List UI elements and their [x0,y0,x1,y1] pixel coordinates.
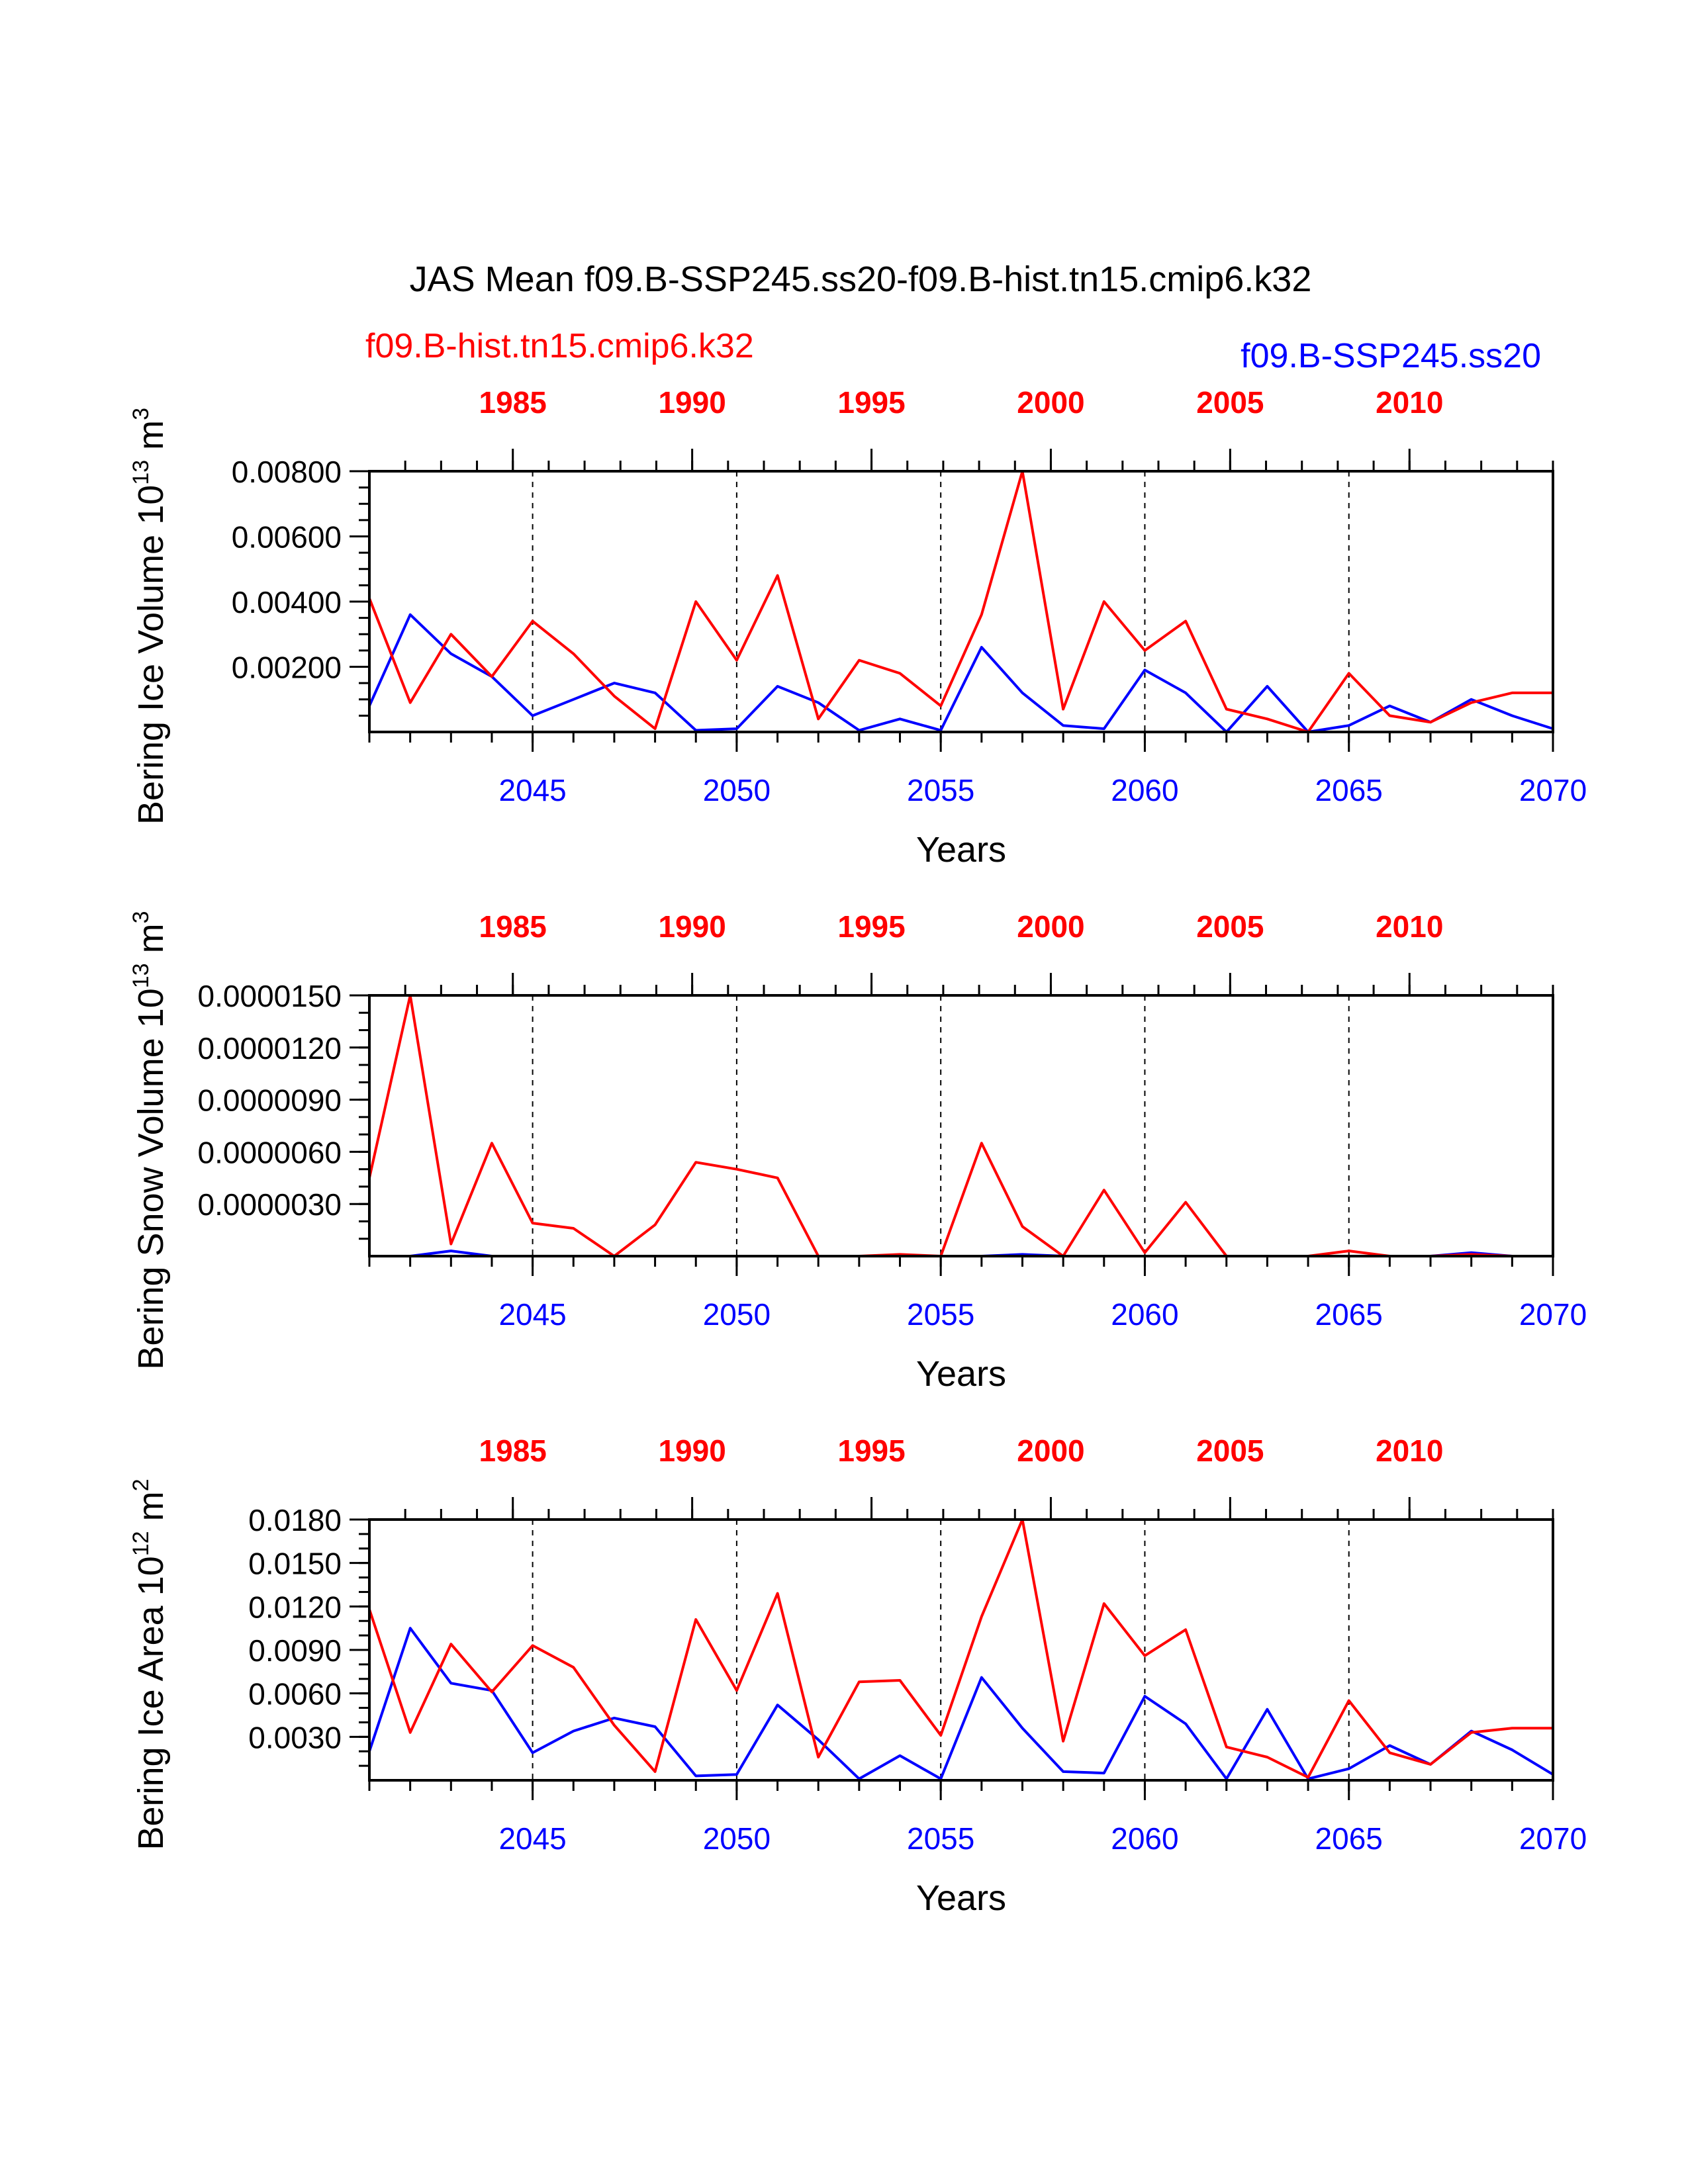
y-tick-label: 0.0150 [248,1547,342,1581]
y-label-exponent: 13 [128,963,154,988]
x-axis-label: Years [916,1878,1006,1918]
y-label-exponent: 13 [128,460,154,485]
y-tick-label: 0.0120 [248,1590,342,1624]
x-tick-label: 2070 [1519,1821,1587,1856]
y-tick-label: 0.0060 [248,1677,342,1711]
top-tick-label: 2000 [1017,1433,1084,1468]
panels: 0.00200 0.00400 0.00600 0.00800 2045 2050 2055… [128,385,1587,1918]
y-axis-label: Bering Ice Area 1012 m2 [128,1479,171,1850]
top-tick-label: 2010 [1376,909,1443,944]
panel-1: 0.00200 0.00400 0.00600 0.00800 2045 2050 2055… [128,385,1587,870]
top-tick-label: 1985 [479,1433,547,1468]
x-tick-label: 2060 [1111,773,1178,807]
legend-ssp245: f09.B-SSP245.ss20 [1241,337,1541,375]
y-label-exponent: 12 [128,1531,154,1556]
y-tick-label: 0.0000090 [198,1083,342,1118]
top-tick-label: 2005 [1196,1433,1264,1468]
top-tick-label: 1990 [658,909,726,944]
top-tick-label: 1995 [837,1433,905,1468]
x-axis-label: Years [916,830,1006,870]
y-tick-label: 0.0000060 [198,1135,342,1169]
top-tick-label: 1990 [658,1433,726,1468]
top-tick-label: 2010 [1376,385,1443,420]
y-label-unit-exponent: 3 [128,911,154,923]
x-tick-label: 2060 [1111,1297,1178,1332]
y-tick-label: 0.00200 [232,651,342,685]
series-line [368,1627,1554,1780]
top-tick-label: 1995 [837,385,905,420]
x-tick-label: 2050 [703,773,771,807]
y-tick-label: 0.0000120 [198,1031,342,1066]
y-label-text: Bering Ice Volume 10 [131,485,171,825]
x-tick-label: 2045 [498,1297,566,1332]
x-tick-label: 2070 [1519,773,1587,807]
top-tick-label: 2000 [1017,909,1084,944]
y-label-text: Bering Snow Volume 10 [131,988,171,1369]
top-tick-label: 2010 [1376,1433,1443,1468]
plot-frame [368,470,1554,733]
x-tick-label: 2060 [1111,1821,1178,1856]
chart-title: JAS Mean f09.B-SSP245.ss20-f09.B-hist.tn… [410,259,1312,299]
y-label-unit: m [131,420,171,460]
plot-frame [368,994,1554,1257]
y-tick-label: 0.0090 [248,1633,342,1668]
top-tick-label: 2005 [1196,385,1264,420]
x-tick-label: 2045 [498,773,566,807]
y-label-unit: m [131,1491,171,1531]
x-tick-label: 2055 [907,773,974,807]
series-line [368,613,1554,733]
top-tick-label: 2005 [1196,909,1264,944]
y-tick-label: 0.0000150 [198,979,342,1013]
series-line [368,1518,1553,1779]
y-tick-label: 0.0180 [248,1503,342,1537]
y-tick-label: 0.0030 [248,1720,342,1754]
x-tick-label: 2055 [907,1297,974,1332]
series-line [368,994,1553,1257]
y-label-unit-exponent: 2 [128,1479,154,1491]
top-tick-label: 2000 [1017,385,1084,420]
y-tick-label: 0.00600 [232,520,342,555]
top-tick-label: 1985 [479,909,547,944]
y-tick-label: 0.0000030 [198,1187,342,1222]
y-tick-label: 0.00400 [232,585,342,619]
y-tick-label: 0.00800 [232,455,342,489]
x-tick-label: 2045 [498,1821,566,1856]
x-tick-label: 2070 [1519,1297,1587,1332]
panel-2: 0.0000030 0.0000060 0.0000090 0.0000120 0.00… [128,909,1587,1394]
legend-hist: f09.B-hist.tn15.cmip6.k32 [365,327,754,365]
top-tick-label: 1990 [658,385,726,420]
y-label-unit: m [131,923,171,963]
y-axis-label: Bering Snow Volume 1013 m3 [128,911,171,1369]
top-tick-label: 1995 [837,909,905,944]
x-axis-label: Years [916,1354,1006,1394]
plot-frame [368,1518,1554,1782]
y-axis-label: Bering Ice Volume 1013 m3 [128,408,171,825]
x-tick-label: 2065 [1315,1821,1383,1856]
panel-3: 0.0030 0.0060 0.0090 0.0120 0.0150 0.0180 2045… [128,1433,1587,1918]
series-line [368,470,1553,733]
y-label-unit-exponent: 3 [128,408,154,420]
top-tick-label: 1985 [479,385,547,420]
x-tick-label: 2055 [907,1821,974,1856]
x-tick-label: 2065 [1315,773,1383,807]
x-tick-label: 2050 [703,1297,771,1332]
x-tick-label: 2065 [1315,1297,1383,1332]
x-tick-label: 2050 [703,1821,771,1856]
y-label-text: Bering Ice Area 10 [131,1556,171,1850]
